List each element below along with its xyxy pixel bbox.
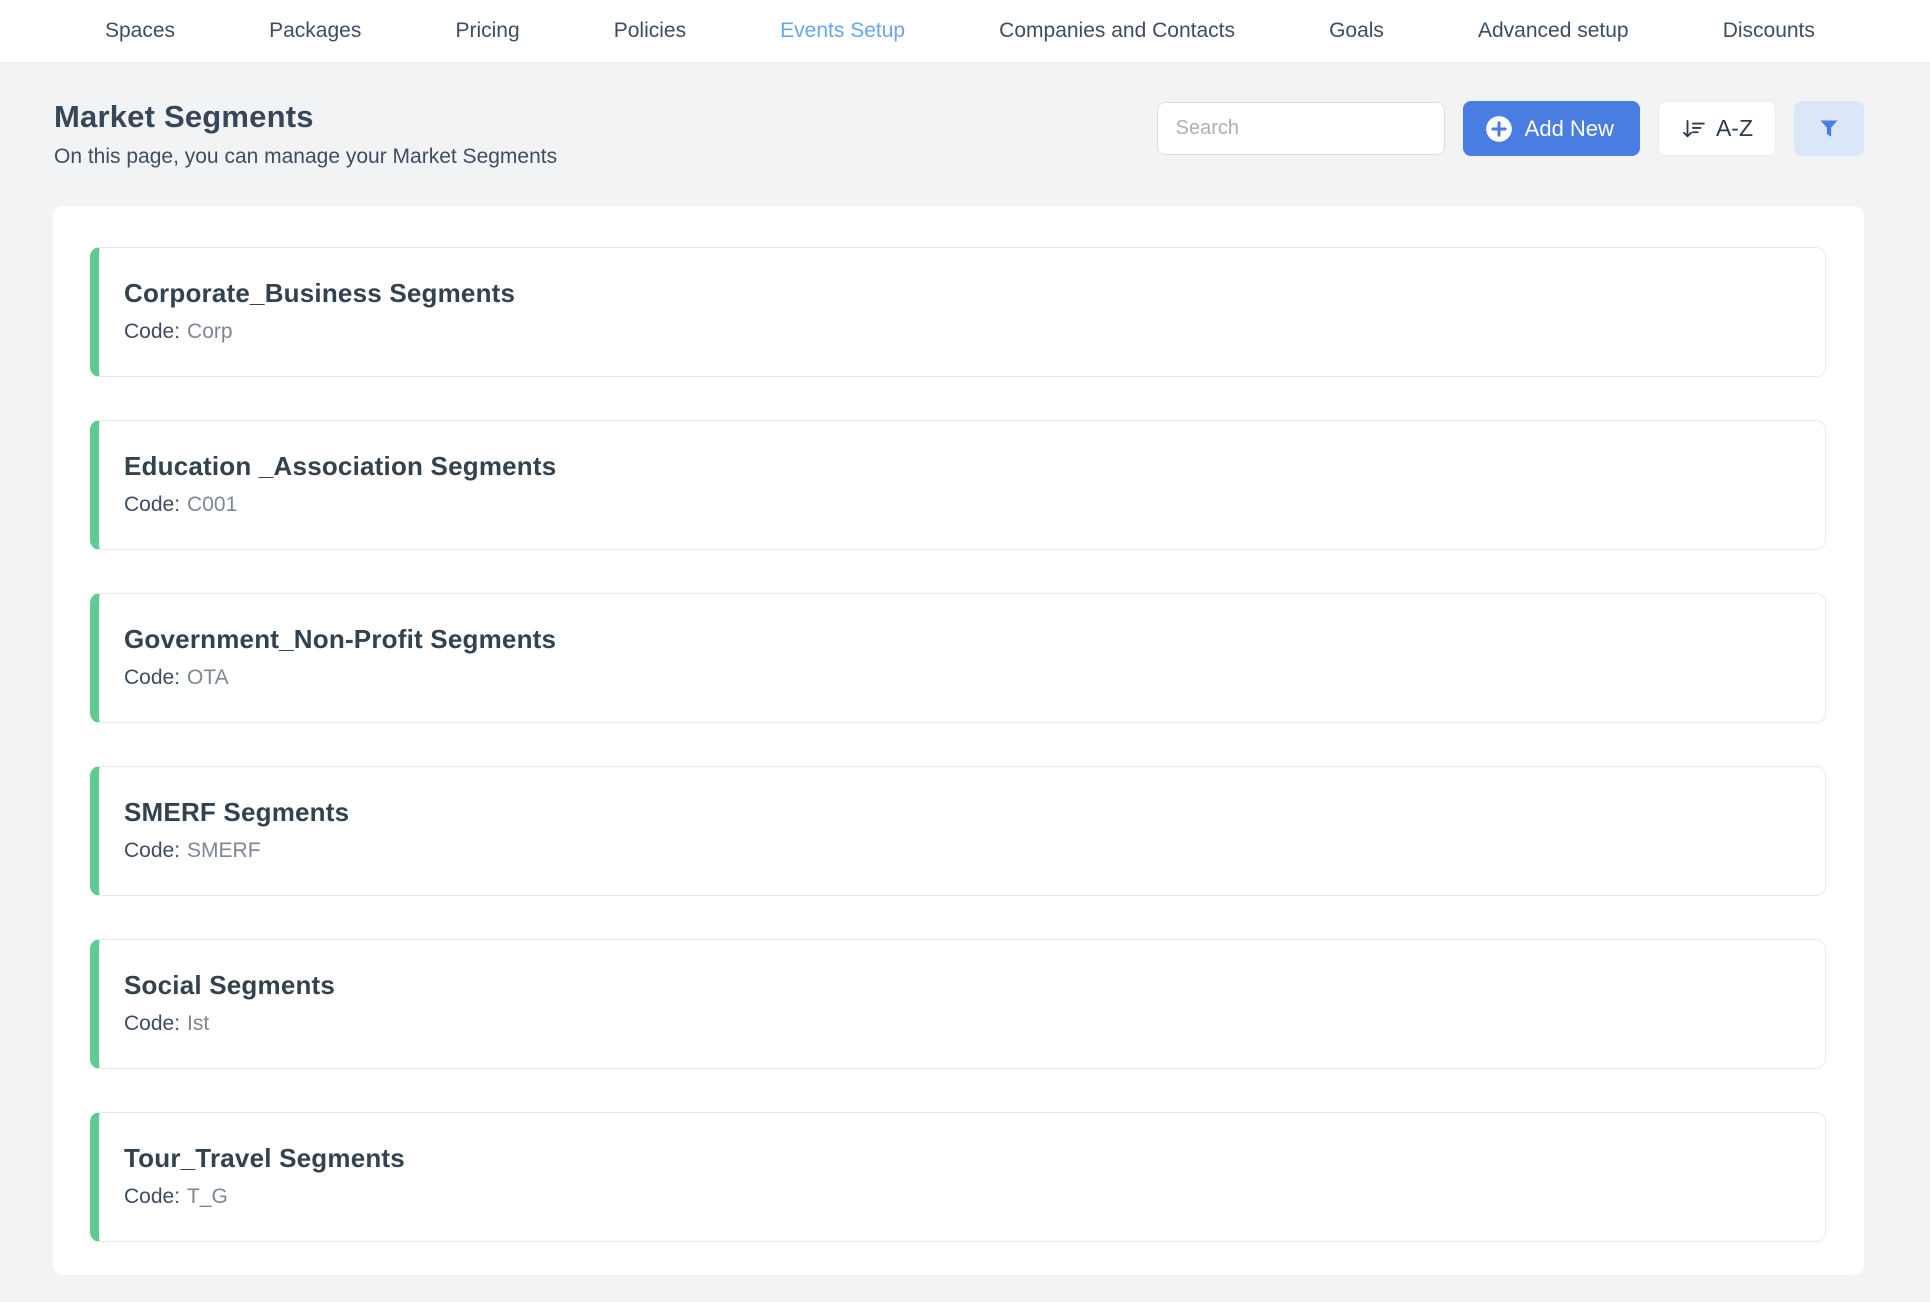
segment-code-value: SMERF <box>187 839 261 862</box>
header-controls: Add New A-Z <box>1156 101 1864 156</box>
nav-tab-companies-and-contacts[interactable]: Companies and Contacts <box>999 19 1235 42</box>
funnel-icon <box>1817 117 1841 141</box>
segment-card-tour-travel[interactable]: Tour_Travel Segments Code: T_G <box>90 1112 1826 1242</box>
segment-card-government-non-profit[interactable]: Government_Non-Profit Segments Code: OTA <box>90 593 1826 723</box>
segment-card-smerf[interactable]: SMERF Segments Code: SMERF <box>90 766 1826 896</box>
nav-tab-spaces[interactable]: Spaces <box>105 19 176 42</box>
sort-az-label: A-Z <box>1715 115 1753 141</box>
segment-name: Social Segments <box>124 970 336 1000</box>
top-navigation: Spaces Packages Pricing Policies Events … <box>0 0 1930 63</box>
segment-code-label: Code: <box>124 1012 181 1035</box>
segment-code-value: OTA <box>187 666 229 689</box>
segment-code-row: Code: OTA <box>124 663 1795 693</box>
sort-az-button[interactable]: A-Z <box>1657 101 1776 156</box>
search-input[interactable] <box>1156 102 1445 155</box>
page-subtitle: On this page, you can manage your Market… <box>54 145 558 168</box>
segment-code-row: Code: T_G <box>124 1182 1795 1212</box>
nav-tab-advanced-setup[interactable]: Advanced setup <box>1478 19 1629 42</box>
segment-card-corporate-business[interactable]: Corporate_Business Segments Code: Corp <box>90 247 1826 377</box>
segment-name: Corporate_Business Segments <box>124 278 516 308</box>
segment-code-label: Code: <box>124 493 181 516</box>
nav-tab-packages[interactable]: Packages <box>269 19 362 42</box>
segment-card-social[interactable]: Social Segments Code: Ist <box>90 939 1826 1069</box>
segment-name: Tour_Travel Segments <box>124 1143 405 1173</box>
nav-tab-policies[interactable]: Policies <box>613 19 687 42</box>
segment-name: Government_Non-Profit Segments <box>124 624 557 654</box>
segment-code-value: Corp <box>187 320 233 343</box>
segment-name: Education _Association Segments <box>124 451 557 481</box>
segment-code-row: Code: Corp <box>124 317 1795 347</box>
sort-descending-icon <box>1681 116 1707 142</box>
nav-tab-events-setup[interactable]: Events Setup <box>780 19 906 42</box>
filter-button[interactable] <box>1794 101 1864 156</box>
segment-code-label: Code: <box>124 320 181 343</box>
nav-tab-pricing[interactable]: Pricing <box>455 19 520 42</box>
market-segments-list: Corporate_Business Segments Code: Corp Ed… <box>53 206 1864 1275</box>
segment-code-value: Ist <box>187 1012 210 1035</box>
segment-card-education-association[interactable]: Education _Association Segments Code: C00… <box>90 420 1826 550</box>
page-title: Market Segments <box>54 99 314 134</box>
segment-code-row: Code: SMERF <box>124 836 1795 866</box>
segment-name: SMERF Segments <box>124 797 350 827</box>
segment-code-label: Code: <box>124 839 181 862</box>
segment-code-row: Code: Ist <box>124 1009 1795 1039</box>
segment-code-label: Code: <box>124 1185 181 1208</box>
page-header: Market Segments On this page, you can ma… <box>0 63 1930 169</box>
segment-code-value: C001 <box>187 493 238 516</box>
plus-circle-icon <box>1485 115 1513 143</box>
segment-code-row: Code: C001 <box>124 490 1795 520</box>
page-heading-block: Market Segments On this page, you can ma… <box>54 99 557 169</box>
segment-code-value: T_G <box>187 1185 228 1208</box>
segment-code-label: Code: <box>124 666 181 689</box>
nav-tab-discounts[interactable]: Discounts <box>1722 19 1815 42</box>
nav-tab-goals[interactable]: Goals <box>1329 19 1384 42</box>
add-new-button[interactable]: Add New <box>1462 101 1640 156</box>
add-new-label: Add New <box>1524 115 1614 141</box>
